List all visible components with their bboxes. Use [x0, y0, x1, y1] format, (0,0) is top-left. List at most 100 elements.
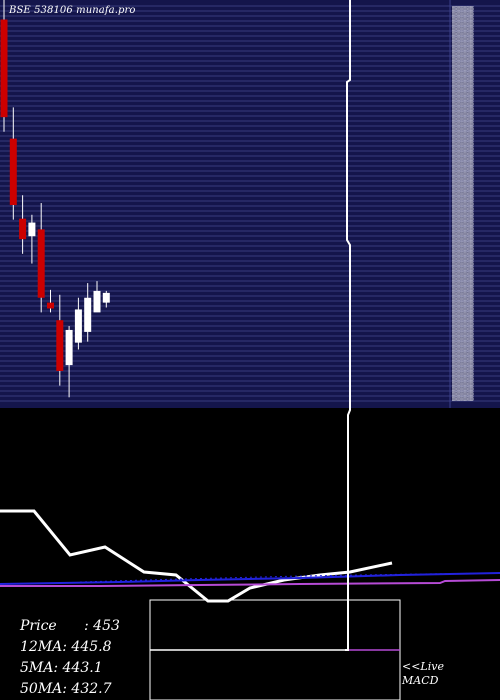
ladder-tick: ▒▒▒▒▒▒	[452, 221, 474, 226]
stat-ma50: 50MA : 432.7	[20, 679, 120, 700]
ladder-tick: ▒▒▒▒▒▒	[452, 66, 474, 71]
ladder-tick: ▒▒▒▒▒▒	[452, 96, 474, 101]
ladder-tick: ▒▒▒▒▒▒	[452, 56, 474, 61]
ladder-tick: ▒▒▒▒▒▒	[452, 386, 474, 391]
ladder-tick: ▒▒▒▒▒▒	[452, 146, 474, 151]
ladder-tick: ▒▒▒▒▒▒	[452, 336, 474, 341]
macd-label: MACD	[402, 674, 439, 687]
stat-ma50-label: 50MA	[20, 681, 63, 697]
ladder-tick: ▒▒▒▒▒▒	[452, 251, 474, 256]
stat-price-value: : 453	[84, 618, 120, 634]
ladder-tick: ▒▒▒▒▒▒	[452, 41, 474, 46]
ladder-tick: ▒▒▒▒▒▒	[452, 201, 474, 206]
ladder-tick: ▒▒▒▒▒▒	[452, 126, 474, 131]
ladder-tick: ▒▒▒▒▒▒	[452, 136, 474, 141]
ladder-tick: ▒▒▒▒▒▒	[452, 61, 474, 66]
stat-price-label: Price	[20, 618, 57, 634]
ladder-tick: ▒▒▒▒▒▒	[452, 296, 474, 301]
ladder-tick: ▒▒▒▒▒▒	[452, 196, 474, 201]
ladder-tick: ▒▒▒▒▒▒	[452, 161, 474, 166]
stat-price: Price : 453	[20, 616, 120, 637]
ladder-tick: ▒▒▒▒▒▒	[452, 226, 474, 231]
ladder-tick: ▒▒▒▒▒▒	[452, 131, 474, 136]
ladder-tick: ▒▒▒▒▒▒	[452, 391, 474, 396]
ladder-tick: ▒▒▒▒▒▒	[452, 361, 474, 366]
price-ladder: ▒▒▒▒▒▒ ▒▒▒▒▒▒ ▒▒▒▒▒▒ ▒▒▒▒▒▒ ▒▒▒▒▒▒ ▒▒▒▒▒▒ ▒▒▒▒…	[452, 6, 496, 401]
chart-watermark: BSE 538106 munafa.pro	[9, 5, 136, 16]
live-macd-link[interactable]: <<Live MACD	[402, 660, 444, 688]
ladder-tick: ▒▒▒▒▒▒	[452, 301, 474, 306]
ladder-tick: ▒▒▒▒▒▒	[452, 171, 474, 176]
ladder-tick: ▒▒▒▒▒▒	[452, 86, 474, 91]
ladder-tick: ▒▒▒▒▒▒	[452, 271, 474, 276]
ladder-tick: ▒▒▒▒▒▒	[452, 186, 474, 191]
ladder-tick: ▒▒▒▒▒▒	[452, 351, 474, 356]
ladder-tick: ▒▒▒▒▒▒	[452, 206, 474, 211]
ladder-tick: ▒▒▒▒▒▒	[452, 36, 474, 41]
candle-bear	[19, 218, 27, 240]
candle-bear	[37, 229, 45, 298]
ma-blue-line	[0, 572, 500, 585]
ladder-tick: ▒▒▒▒▒▒	[452, 341, 474, 346]
ladder-tick: ▒▒▒▒▒▒	[452, 216, 474, 221]
ladder-tick: ▒▒▒▒▒▒	[452, 176, 474, 181]
indicator-lines	[0, 509, 500, 603]
stat-ma5-value: : 443.1	[53, 660, 103, 676]
ladder-tick: ▒▒▒▒▒▒	[452, 376, 474, 381]
ladder-tick: ▒▒▒▒▒▒	[452, 31, 474, 36]
ladder-tick: ▒▒▒▒▒▒	[452, 81, 474, 86]
ma-blue-dots	[79, 572, 500, 583]
ladder-tick: ▒▒▒▒▒▒	[452, 106, 474, 111]
candle-bull	[65, 329, 73, 366]
ladder-tick: ▒▒▒▒▒▒	[452, 16, 474, 21]
ladder-tick: ▒▒▒▒▒▒	[452, 111, 474, 116]
ladder-tick: ▒▒▒▒▒▒	[452, 241, 474, 246]
ladder-tick: ▒▒▒▒▒▒	[452, 211, 474, 216]
ladder-tick: ▒▒▒▒▒▒	[452, 246, 474, 251]
ladder-tick: ▒▒▒▒▒▒	[452, 181, 474, 186]
ladder-tick: ▒▒▒▒▒▒	[452, 26, 474, 31]
ladder-tick: ▒▒▒▒▒▒	[452, 256, 474, 261]
ladder-tick: ▒▒▒▒▒▒	[452, 116, 474, 121]
ladder-tick: ▒▒▒▒▒▒	[452, 306, 474, 311]
ladder-tick: ▒▒▒▒▒▒	[452, 321, 474, 326]
ladder-tick: ▒▒▒▒▒▒	[452, 51, 474, 56]
ladder-tick: ▒▒▒▒▒▒	[452, 311, 474, 316]
stats-panel: Price : 453 12MA : 445.8 5MA : 443.1 50M…	[20, 616, 120, 700]
candle-bear	[9, 138, 17, 205]
ladder-tick: ▒▒▒▒▒▒	[452, 46, 474, 51]
ladder-tick: ▒▒▒▒▒▒	[452, 281, 474, 286]
live-label: <<Live	[402, 660, 444, 673]
ladder-tick: ▒▒▒▒▒▒	[452, 381, 474, 386]
candles	[0, 0, 110, 398]
ladder-tick: ▒▒▒▒▒▒	[452, 266, 474, 271]
ladder-tick: ▒▒▒▒▒▒	[452, 21, 474, 26]
candle-bull	[74, 309, 82, 343]
ladder-tick: ▒▒▒▒▒▒	[452, 371, 474, 376]
ladder-tick: ▒▒▒▒▒▒	[452, 331, 474, 336]
ladder-tick: ▒▒▒▒▒▒	[452, 396, 474, 401]
ladder-tick: ▒▒▒▒▒▒	[452, 316, 474, 321]
price-trend-line	[0, 509, 393, 603]
ladder-tick: ▒▒▒▒▒▒	[452, 236, 474, 241]
candle-bull	[84, 297, 92, 332]
ladder-tick: ▒▒▒▒▒▒	[452, 141, 474, 146]
gridlines	[0, 0, 500, 408]
ladder-tick: ▒▒▒▒▒▒	[452, 356, 474, 361]
ladder-tick: ▒▒▒▒▒▒	[452, 346, 474, 351]
stat-ma50-value: : 432.7	[62, 681, 112, 697]
stat-ma5-label: 5MA	[20, 660, 54, 676]
ladder-tick: ▒▒▒▒▒▒	[452, 286, 474, 291]
stat-ma12-label: 12MA	[20, 639, 63, 655]
ladder-tick: ▒▒▒▒▒▒	[452, 156, 474, 161]
ma-purple-line	[0, 579, 500, 587]
ladder-tick: ▒▒▒▒▒▒	[452, 166, 474, 171]
ladder-tick: ▒▒▒▒▒▒	[452, 276, 474, 281]
ladder-tick: ▒▒▒▒▒▒	[452, 121, 474, 126]
candle-bull	[102, 292, 110, 303]
ladder-tick: ▒▒▒▒▒▒	[452, 101, 474, 106]
price-panel	[0, 0, 500, 408]
ladder-tick: ▒▒▒▒▒▒	[452, 326, 474, 331]
